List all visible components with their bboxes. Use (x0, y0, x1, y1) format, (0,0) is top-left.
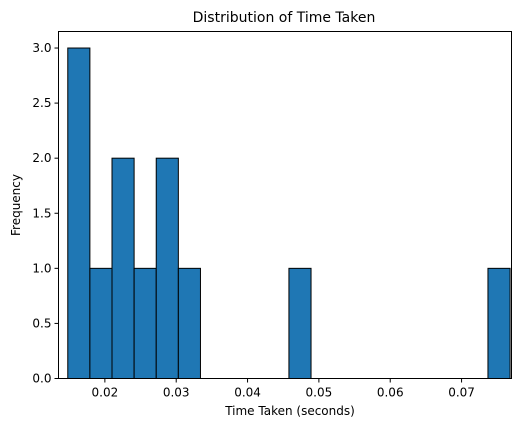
histogram-bar (487, 267, 511, 380)
histogram-bar (133, 267, 157, 380)
y-tick-label: 3.0 (32, 41, 51, 55)
x-tick-label: 0.05 (306, 386, 333, 400)
y-axis-ticks: 0.0 0.5 1.0 1.5 2.0 2.5 3.0 (32, 41, 59, 386)
x-axis-label: Time Taken (seconds) (224, 404, 355, 418)
x-tick-label: 0.02 (92, 386, 119, 400)
bars-layer (67, 47, 511, 380)
y-tick-label: 0.5 (32, 316, 51, 330)
histogram-bar (177, 267, 201, 380)
y-tick-label: 0.0 (32, 372, 51, 386)
histogram-bar (67, 47, 91, 380)
y-axis-label: Frequency (9, 174, 23, 236)
x-tick-label: 0.03 (163, 386, 190, 400)
y-tick-label: 2.5 (32, 96, 51, 110)
histogram-bar (89, 267, 113, 380)
histogram-bar (155, 157, 179, 379)
histogram-bar (288, 267, 312, 380)
x-tick-label: 0.04 (234, 386, 261, 400)
x-tick-label: 0.06 (377, 386, 404, 400)
y-tick-label: 1.0 (32, 261, 51, 275)
x-axis-ticks: 0.02 0.03 0.04 0.05 0.06 0.07 (92, 378, 475, 400)
y-tick-label: 2.0 (32, 151, 51, 165)
histogram-bar (111, 157, 135, 379)
plot-frame (58, 31, 512, 379)
y-tick-label: 1.5 (32, 206, 51, 220)
chart-title: Distribution of Time Taken (193, 10, 376, 26)
x-tick-label: 0.07 (448, 386, 475, 400)
